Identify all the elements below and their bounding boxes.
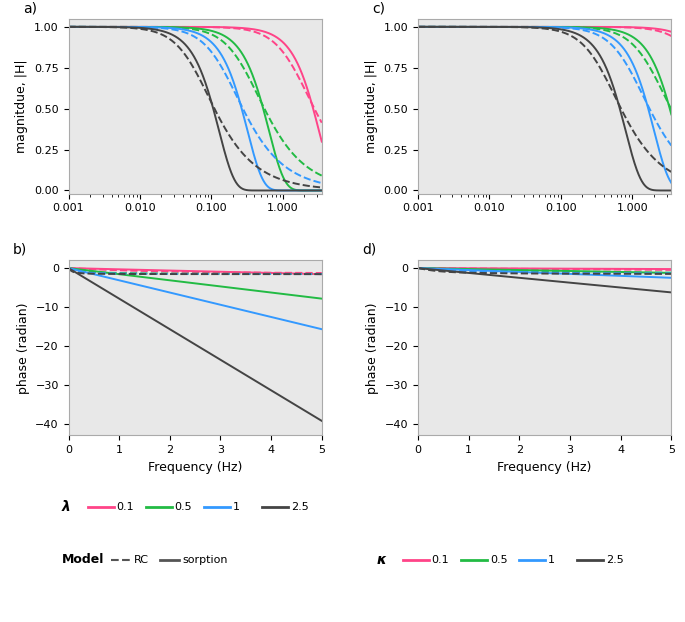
X-axis label: Frequency (Hz): Frequency (Hz) [148, 461, 242, 474]
Text: RC: RC [134, 555, 149, 565]
Text: 0.1: 0.1 [432, 555, 449, 565]
Text: a): a) [23, 1, 37, 15]
X-axis label: Frequency (Hz): Frequency (Hz) [497, 461, 592, 474]
Y-axis label: phase (radian): phase (radian) [16, 302, 29, 394]
Text: κ: κ [377, 553, 386, 567]
Text: 1: 1 [233, 502, 240, 512]
Text: 2.5: 2.5 [291, 502, 309, 512]
Y-axis label: magnitdue, |H|: magnitdue, |H| [16, 59, 29, 153]
Y-axis label: phase (radian): phase (radian) [366, 302, 379, 394]
Y-axis label: magnitdue, |H|: magnitdue, |H| [365, 59, 378, 153]
Text: Model: Model [62, 554, 104, 566]
Text: λ: λ [62, 500, 71, 514]
Text: 0.5: 0.5 [490, 555, 508, 565]
Text: d): d) [362, 243, 377, 257]
Text: sorption: sorption [183, 555, 228, 565]
Text: 0.5: 0.5 [175, 502, 192, 512]
Text: b): b) [13, 243, 27, 257]
Text: 0.1: 0.1 [116, 502, 134, 512]
Text: c): c) [373, 1, 386, 15]
Text: 1: 1 [548, 555, 555, 565]
Text: 2.5: 2.5 [606, 555, 624, 565]
